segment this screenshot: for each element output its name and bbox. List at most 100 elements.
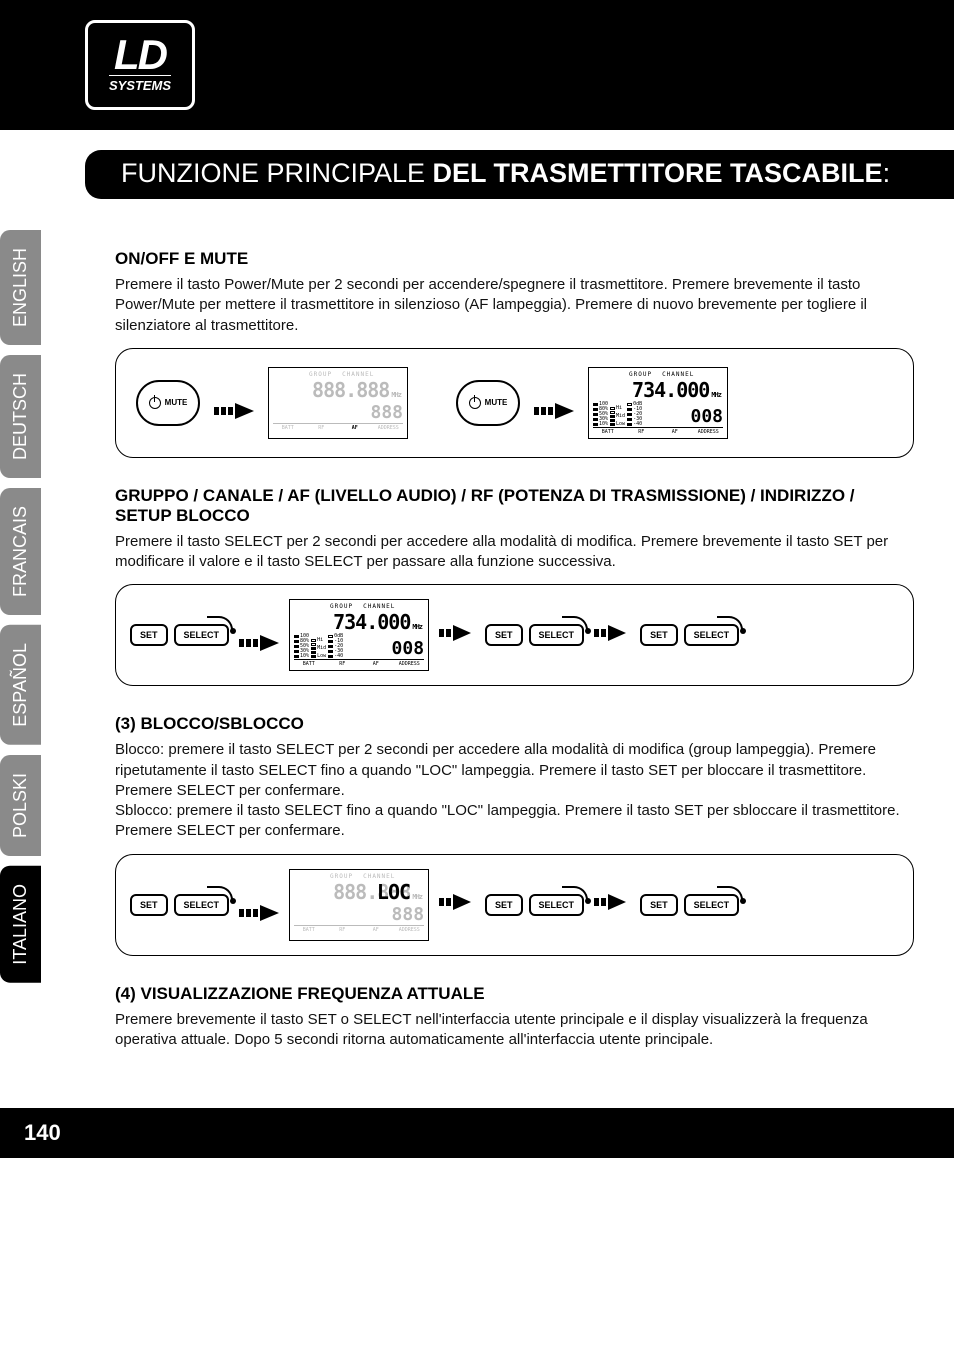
lbl-batt: BATT [294, 661, 324, 667]
rf-bars: HiMidLow [610, 406, 625, 427]
lcd-group-label: GROUP [330, 873, 353, 880]
mute-label: MUTE [485, 398, 508, 407]
lcd-channel-label: CHANNEL [363, 873, 395, 880]
lcd-mhz: MHz [412, 893, 422, 901]
lcd-display-off: GROUPCHANNEL 888.888MHz 888 BATTRFAFADDR… [268, 367, 408, 439]
lcd-address: 888 [392, 904, 425, 925]
button-pair: SET SELECT [485, 894, 584, 916]
button-pair: SET SELECT [130, 624, 229, 646]
lcd-channel-label: CHANNEL [662, 371, 694, 378]
page-title: FUNZIONE PRINCIPALE DEL TRASMETTITORE TA… [85, 150, 954, 199]
antenna-icon [207, 616, 233, 630]
page-number: 140 [24, 1120, 61, 1145]
lcd-loc: LOC [377, 880, 410, 904]
title-colon: : [883, 158, 891, 188]
arrow-icon [239, 631, 279, 639]
lcd-display-loc: GROUPCHANNEL 888.888LOCMHz 888 BATTRFAFA… [289, 869, 429, 941]
antenna-icon [717, 886, 743, 900]
lbl-af: AF [340, 425, 370, 431]
select-button: SELECT [174, 894, 230, 916]
set-button: SET [485, 894, 523, 916]
section-body: Premere il tasto Power/Mute per 2 second… [115, 275, 914, 336]
header-bar: LD SYSTEMS [0, 0, 954, 130]
lcd-freq: 734.000 [632, 378, 709, 402]
tab-italiano[interactable]: ITALIANO [0, 866, 41, 983]
lbl-batt: BATT [593, 429, 623, 435]
button-pair: SET SELECT [485, 624, 584, 646]
lcd-display-active: GROUPCHANNEL 734.000MHz 10080%50%30%10% … [289, 599, 429, 671]
section-blocco: (3) BLOCCO/SBLOCCO Blocco: premere il ta… [115, 714, 914, 955]
section-onoff: ON/OFF E MUTE Premere il tasto Power/Mut… [115, 249, 914, 458]
title-bold: DEL TRASMETTITORE TASCABILE [433, 158, 883, 188]
lcd-address: 888 [370, 402, 403, 423]
lcd-mhz: MHz [711, 391, 721, 399]
logo-sub: SYSTEMS [109, 75, 171, 93]
lbl-rf: RF [307, 425, 337, 431]
page-footer: 140 [0, 1108, 954, 1158]
title-container: FUNZIONE PRINCIPALE DEL TRASMETTITORE TA… [0, 130, 954, 199]
lbl-af: AF [361, 927, 391, 933]
arrow-icon [214, 399, 254, 407]
language-sidebar: ENGLISH DEUTSCH FRANCAIS ESPAÑOL POLSKI … [0, 230, 50, 992]
section-body: Blocco: premere il tasto SELECT per 2 se… [115, 740, 914, 841]
batt-bars: 10080%50%30%10% [294, 634, 309, 659]
diagram-gruppo: SET SELECT GROUPCHANNEL 734.000MHz 10080… [115, 584, 914, 686]
arrow-icon [534, 399, 574, 407]
button-pair: SET SELECT [640, 624, 739, 646]
lcd-freq: 888.888 [312, 378, 389, 402]
select-button: SELECT [529, 624, 585, 646]
select-button: SELECT [529, 894, 585, 916]
lcd-group-label: GROUP [629, 371, 652, 378]
section-title: ON/OFF E MUTE [115, 249, 914, 269]
set-button: SET [485, 624, 523, 646]
lcd-group-label: GROUP [330, 603, 353, 610]
section-title: (4) VISUALIZZAZIONE FREQUENZA ATTUALE [115, 984, 914, 1004]
tab-deutsch[interactable]: DEUTSCH [0, 355, 41, 478]
arrow-icon [594, 621, 630, 650]
antenna-icon [562, 886, 588, 900]
antenna-icon [207, 886, 233, 900]
antenna-icon [717, 616, 743, 630]
lcd-group-label: GROUP [309, 371, 332, 378]
logo: LD SYSTEMS [85, 20, 195, 110]
lbl-rf: RF [328, 661, 358, 667]
title-light: FUNZIONE PRINCIPALE [121, 158, 433, 188]
lbl-batt: BATT [294, 927, 324, 933]
diagram-onoff: MUTE GROUPCHANNEL 888.888MHz 888 BATTRFA… [115, 348, 914, 458]
section-body: Premere il tasto SELECT per 2 secondi pe… [115, 532, 914, 573]
lcd-address: 008 [690, 406, 723, 427]
antenna-icon [562, 616, 588, 630]
arrow-icon [594, 890, 630, 919]
section-frequenza: (4) VISUALIZZAZIONE FREQUENZA ATTUALE Pr… [115, 984, 914, 1051]
tab-espanol[interactable]: ESPAÑOL [0, 625, 41, 745]
mute-button: MUTE [456, 380, 520, 426]
set-button: SET [640, 624, 678, 646]
set-button: SET [640, 894, 678, 916]
lbl-rf: RF [328, 927, 358, 933]
mute-button: MUTE [136, 380, 200, 426]
lbl-address: ADDRESS [395, 927, 425, 933]
rf-bars: HiMidLow [311, 638, 326, 659]
mute-label: MUTE [165, 398, 188, 407]
diagram-blocco: SET SELECT GROUPCHANNEL 888.888LOCMHz 88… [115, 854, 914, 956]
main-content: ON/OFF E MUTE Premere il tasto Power/Mut… [0, 199, 954, 1108]
section-title: GRUPPO / CANALE / AF (LIVELLO AUDIO) / R… [115, 486, 914, 526]
lbl-af: AF [660, 429, 690, 435]
tab-polski[interactable]: POLSKI [0, 755, 41, 856]
arrow-icon [239, 901, 279, 909]
lcd-channel-label: CHANNEL [363, 603, 395, 610]
af-bars: 0dB-10-20-30-40 [328, 634, 343, 659]
logo-main: LD [114, 37, 166, 73]
set-button: SET [130, 624, 168, 646]
select-button: SELECT [684, 624, 740, 646]
tab-francais[interactable]: FRANCAIS [0, 488, 41, 615]
button-pair: SET SELECT [640, 894, 739, 916]
lbl-address: ADDRESS [374, 425, 404, 431]
arrow-icon [439, 890, 475, 919]
lbl-rf: RF [627, 429, 657, 435]
select-button: SELECT [684, 894, 740, 916]
section-body: Premere brevemente il tasto SET o SELECT… [115, 1010, 914, 1051]
lbl-address: ADDRESS [694, 429, 724, 435]
lcd-display-on: GROUPCHANNEL 734.000MHz 10080%50%30%10% … [588, 367, 728, 439]
tab-english[interactable]: ENGLISH [0, 230, 41, 345]
